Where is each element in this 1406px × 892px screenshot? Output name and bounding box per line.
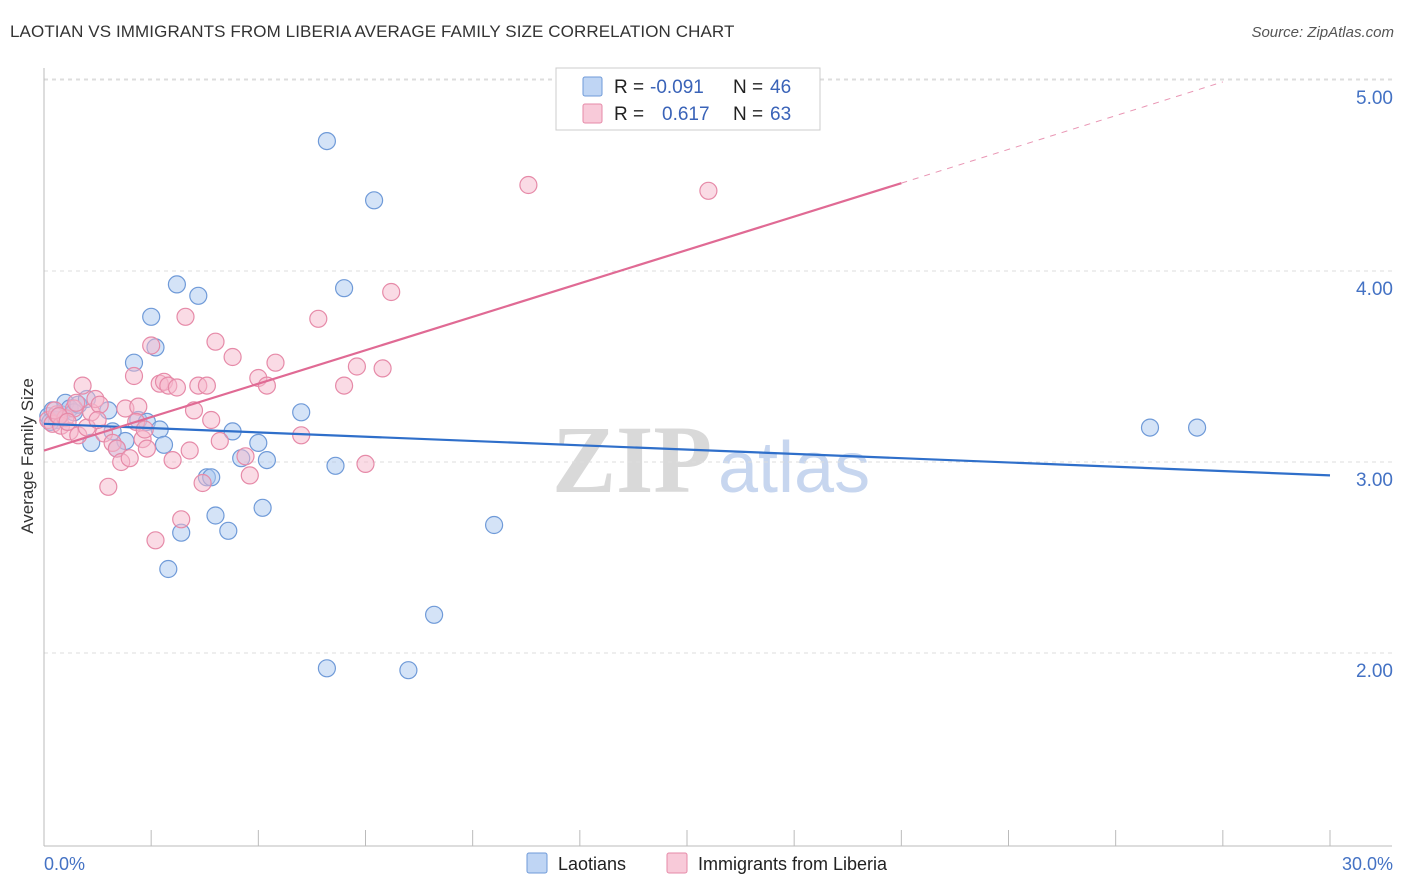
point-liberia-62 <box>135 420 154 439</box>
point-liberia-60 <box>88 410 107 430</box>
point-liberia-36 <box>193 473 212 493</box>
series-liberia-points <box>39 175 718 550</box>
point-laotians-34 <box>292 403 311 422</box>
point-laotians-24 <box>189 286 208 305</box>
legend-r-value-1: -0.091 <box>650 77 704 98</box>
trend-line-liberia-extension <box>901 81 1223 184</box>
point-laotians-44 <box>1187 418 1207 437</box>
legend-swatch-liberia <box>582 103 603 124</box>
point-liberia-40 <box>210 431 229 451</box>
point-liberia-37 <box>197 376 216 395</box>
axes <box>43 68 1392 847</box>
point-liberia-38 <box>202 410 221 430</box>
point-laotians-38 <box>335 279 354 298</box>
bottom-legend: Laotians Immigrants from Liberia <box>526 852 888 874</box>
gridlines <box>44 78 1392 654</box>
point-liberia-49 <box>335 376 354 395</box>
point-liberia-19 <box>120 449 139 468</box>
trend-line-liberia <box>43 182 902 452</box>
point-liberia-52 <box>373 359 392 378</box>
point-liberia-50 <box>347 357 366 376</box>
trend-line-laotians <box>43 422 1331 477</box>
watermark: ZIP atlas <box>552 406 870 513</box>
point-laotians-43 <box>1140 418 1160 437</box>
legend-n-value-1: 46 <box>770 77 791 98</box>
point-laotians-35 <box>317 132 336 151</box>
y-tick-label-0: 2.00 <box>1356 661 1393 682</box>
point-laotians-22 <box>167 275 186 294</box>
legend-n-label-1: N = <box>733 77 763 98</box>
point-liberia-51 <box>356 454 375 473</box>
point-liberia-21 <box>129 397 148 416</box>
y-tick-label-1: 3.00 <box>1356 470 1393 491</box>
point-laotians-27 <box>206 506 225 525</box>
point-liberia-23 <box>137 439 156 458</box>
point-liberia-54 <box>519 175 538 195</box>
point-liberia-46 <box>266 353 285 372</box>
point-laotians-33 <box>257 451 276 470</box>
point-liberia-41 <box>223 347 242 367</box>
point-liberia-24 <box>142 336 161 355</box>
x-tick-label-1: 30.0% <box>1342 854 1393 874</box>
y-tick-label-2: 4.00 <box>1356 279 1393 300</box>
y-axis-label: Average Family Size <box>18 378 37 534</box>
legend-r-label-1: R = <box>614 77 644 98</box>
legend: R = -0.091 N = 46 R = 0.617 N = 63 <box>555 67 821 131</box>
point-liberia-29 <box>163 451 182 470</box>
legend-r-label-2: R = <box>614 104 644 125</box>
chart-source: Source: ZipAtlas.com <box>1251 24 1394 41</box>
point-liberia-55 <box>699 181 718 200</box>
point-liberia-20 <box>124 366 144 386</box>
x-tick-labels: 0.0% 30.0% <box>44 854 1393 874</box>
trend-lines <box>43 81 1331 477</box>
y-tick-label-3: 5.00 <box>1356 88 1393 109</box>
point-liberia-42 <box>236 447 255 466</box>
bottom-legend-swatch-liberia <box>666 852 688 874</box>
point-liberia-25 <box>146 531 165 550</box>
point-laotians-32 <box>253 498 272 517</box>
point-liberia-12 <box>90 395 109 414</box>
x-tick-label-0: 0.0% <box>44 854 85 874</box>
watermark-zip: ZIP <box>552 406 712 513</box>
bottom-legend-liberia: Immigrants from Liberia <box>698 854 888 874</box>
legend-r-value-2: 0.617 <box>662 104 710 125</box>
point-liberia-31 <box>172 510 191 529</box>
chart-title: LAOTIAN VS IMMIGRANTS FROM LIBERIA AVERA… <box>10 22 735 41</box>
bottom-legend-laotians: Laotians <box>558 854 626 874</box>
point-liberia-8 <box>73 376 92 395</box>
point-liberia-33 <box>180 441 199 460</box>
point-laotians-17 <box>142 307 161 326</box>
point-liberia-43 <box>240 466 259 485</box>
point-laotians-39 <box>365 191 384 210</box>
legend-swatch-laotians <box>582 76 603 97</box>
point-laotians-37 <box>326 456 345 475</box>
point-laotians-21 <box>159 559 178 579</box>
bottom-legend-swatch-laotians <box>526 852 548 874</box>
point-laotians-40 <box>399 661 418 680</box>
point-liberia-39 <box>206 332 225 351</box>
point-laotians-20 <box>154 435 174 454</box>
point-laotians-41 <box>425 605 444 624</box>
point-laotians-36 <box>317 659 336 678</box>
legend-n-value-2: 63 <box>770 104 791 125</box>
point-liberia-59 <box>67 393 86 412</box>
x-ticks <box>43 830 1331 846</box>
point-liberia-58 <box>58 412 77 431</box>
point-laotians-42 <box>485 515 504 535</box>
point-laotians-28 <box>219 521 238 540</box>
point-liberia-32 <box>176 307 195 326</box>
point-laotians-31 <box>249 433 268 452</box>
point-liberia-48 <box>309 309 328 328</box>
point-liberia-14 <box>99 477 118 496</box>
point-liberia-53 <box>382 282 401 302</box>
watermark-atlas: atlas <box>718 428 870 508</box>
y-tick-labels: 2.00 3.00 4.00 5.00 <box>1356 88 1393 682</box>
point-liberia-30 <box>167 378 186 397</box>
legend-n-label-2: N = <box>733 104 763 125</box>
